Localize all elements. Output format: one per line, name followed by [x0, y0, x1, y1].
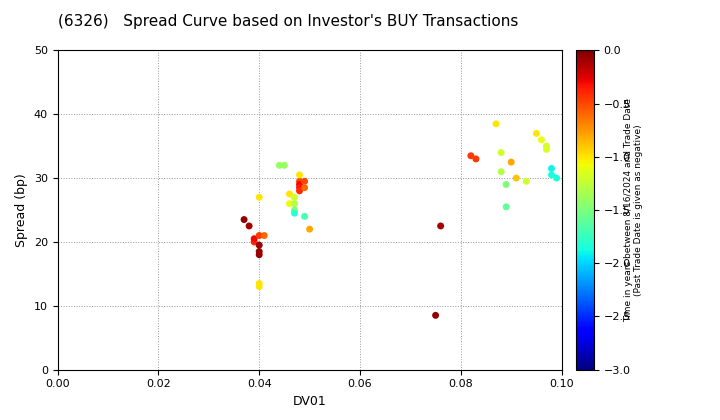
Point: [274, 162, 285, 169]
Point: [546, 165, 557, 172]
Point: [521, 178, 532, 185]
Text: Time in years between 8/16/2024 and Trade Date
(Past Trade Date is given as nega: Time in years between 8/16/2024 and Trad…: [624, 98, 643, 322]
Point: [253, 248, 265, 255]
Point: [238, 216, 250, 223]
Point: [500, 203, 512, 210]
Point: [551, 175, 562, 181]
Point: [495, 168, 507, 175]
Point: [284, 200, 295, 207]
Point: [289, 207, 300, 213]
Point: [248, 239, 260, 245]
Point: [253, 194, 265, 201]
Point: [248, 235, 260, 242]
Point: [243, 223, 255, 229]
Point: [294, 178, 305, 185]
Point: [289, 210, 300, 217]
Point: [253, 251, 265, 258]
Point: [510, 175, 522, 181]
Point: [294, 184, 305, 191]
Text: (6326)   Spread Curve based on Investor's BUY Transactions: (6326) Spread Curve based on Investor's …: [58, 14, 518, 29]
Point: [299, 184, 310, 191]
Point: [541, 146, 552, 153]
Point: [531, 130, 542, 137]
Point: [253, 242, 265, 249]
Point: [253, 232, 265, 239]
Point: [541, 143, 552, 150]
Point: [536, 136, 547, 143]
Point: [299, 178, 310, 185]
Point: [546, 171, 557, 178]
Point: [299, 213, 310, 220]
Point: [294, 187, 305, 194]
Point: [253, 283, 265, 290]
Point: [294, 171, 305, 178]
Point: [284, 191, 295, 197]
Point: [500, 181, 512, 188]
Point: [470, 155, 482, 162]
Point: [430, 312, 441, 319]
Point: [435, 223, 446, 229]
Point: [505, 159, 517, 165]
Point: [258, 232, 270, 239]
Point: [495, 149, 507, 156]
Point: [304, 226, 315, 233]
Point: [253, 280, 265, 287]
Y-axis label: Spread (bp): Spread (bp): [15, 173, 28, 247]
Point: [294, 181, 305, 188]
Point: [289, 200, 300, 207]
Point: [289, 194, 300, 201]
X-axis label: DV01: DV01: [293, 395, 326, 408]
Point: [465, 152, 477, 159]
Point: [279, 162, 290, 169]
Point: [490, 121, 502, 127]
